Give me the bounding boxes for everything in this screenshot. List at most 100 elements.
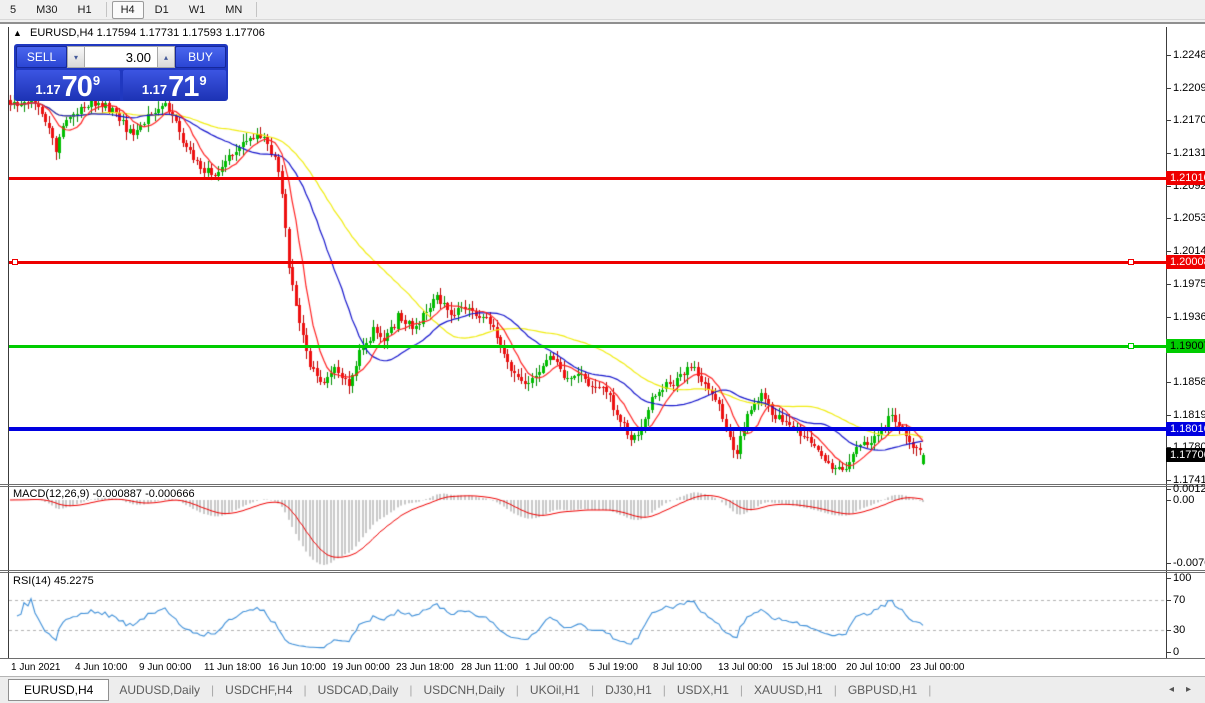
price-axis-tick (1166, 251, 1171, 252)
plot-left-border (8, 27, 9, 659)
rsi-pane-canvas[interactable] (9, 573, 1166, 658)
pane-separator[interactable] (0, 572, 1205, 573)
tab-separator: | (211, 683, 215, 697)
timeframe-button-H1[interactable]: H1 (77, 3, 92, 16)
chart-tab-USDX-H1[interactable]: USDX,H1 (676, 683, 729, 697)
price-axis-label: 1.21700 (1173, 114, 1205, 126)
price-axis-label: 1.22090 (1173, 82, 1205, 94)
macd-axis-tick (1166, 563, 1171, 564)
time-axis-label: 23 Jul 00:00 (910, 662, 965, 673)
macd-axis-label: 0.00 (1173, 494, 1195, 506)
tab-scroll-left-icon[interactable]: ◂ (1168, 684, 1174, 695)
price-axis-label: 1.20530 (1173, 212, 1205, 224)
price-tag-1.18016: 1.18016 (1166, 422, 1205, 436)
rsi-axis-tick (1166, 600, 1171, 601)
timeframe-button-MN[interactable]: MN (225, 3, 243, 16)
time-axis-label: 20 Jul 10:00 (846, 662, 901, 673)
chart-tab-EURUSD-H4[interactable]: EURUSD,H4 (8, 679, 110, 701)
buy-button[interactable]: BUY (175, 46, 226, 68)
tab-separator: | (303, 683, 307, 697)
chart-tab-USDCAD-Daily[interactable]: USDCAD,Daily (317, 683, 399, 697)
price-axis-label: 1.21310 (1173, 147, 1205, 159)
lot-spin-up-button[interactable]: ▴ (157, 46, 175, 68)
timeframe-button-M30[interactable]: M30 (36, 3, 58, 16)
tab-scroll-right-icon[interactable]: ▸ (1185, 684, 1191, 695)
chart-tab-bar: EURUSD,H4 AUDUSD,Daily | USDCHF,H4 | USDCAD,D… (0, 676, 1205, 703)
time-axis-label: 9 Jun 00:00 (139, 662, 192, 673)
time-axis-label: 23 Jun 18:00 (396, 662, 454, 673)
buy-price-prefix: 1.17 (141, 82, 168, 97)
macd-axis-tick (1166, 489, 1171, 490)
buy-quote-box[interactable]: 1.17 71 9 (122, 70, 226, 102)
time-axis-label: 11 Jun 18:00 (204, 662, 262, 673)
tab-separator: | (662, 683, 666, 697)
tab-separator: | (739, 683, 744, 697)
price-tag-1.17706: 1.17706 (1166, 448, 1205, 462)
price-axis-label: 1.19360 (1173, 311, 1205, 323)
price-axis-label: 1.20140 (1173, 245, 1205, 257)
time-axis[interactable]: 1 Jun 2021 4 Jun 10:00 9 Jun 00:00 11 Jun 1… (9, 660, 1166, 676)
time-axis-label: 4 Jun 10:00 (75, 662, 128, 673)
buy-price-pip: 9 (199, 73, 207, 88)
rsi-indicator-label: RSI(14) 45.2275 (13, 575, 94, 587)
tab-separator: | (409, 683, 413, 697)
price-tag-1.21010: 1.21010 (1166, 171, 1205, 185)
price-axis-tick (1166, 317, 1171, 318)
price-tag-1.20008: 1.20008 (1166, 255, 1205, 269)
plot-bottom-border (0, 658, 1205, 659)
chart-tab-AUDUSD-Daily[interactable]: AUDUSD,Daily (119, 683, 201, 697)
chart-tab-XAUUSD-H1[interactable]: XAUUSD,H1 (754, 683, 823, 697)
time-axis-label: 15 Jul 18:00 (782, 662, 837, 673)
timeframe-button-5[interactable]: 5 (10, 3, 17, 16)
toolbar-separator (105, 2, 107, 17)
lot-size-input[interactable] (85, 46, 157, 68)
price-axis-tick (1166, 55, 1171, 56)
horizontal-line-1.20008[interactable] (9, 261, 1166, 264)
pane-separator[interactable] (0, 486, 1205, 487)
price-axis-tick (1166, 218, 1171, 219)
chart-tab-UKOil-H1[interactable]: UKOil,H1 (529, 683, 580, 697)
pane-separator[interactable] (0, 570, 1205, 571)
hline-handle[interactable] (12, 259, 18, 265)
hline-handle[interactable] (1128, 259, 1134, 265)
price-axis-tick (1166, 88, 1171, 89)
rsi-axis-tick (1166, 630, 1171, 631)
time-axis-label: 16 Jun 10:00 (268, 662, 326, 673)
price-axis-tick (1166, 447, 1171, 448)
horizontal-line-1.18016[interactable] (9, 427, 1166, 431)
rsi-axis-label: 30 (1173, 624, 1186, 636)
one-click-trading-panel: SELL ▾ ▴ BUY 1.17 70 9 1.17 71 9 (14, 44, 228, 102)
pane-separator[interactable] (0, 484, 1205, 485)
timeframe-button-W1[interactable]: W1 (188, 3, 206, 16)
tab-separator: | (515, 683, 519, 697)
rsi-axis-tick (1166, 652, 1171, 653)
time-axis-label: 28 Jun 11:00 (461, 662, 519, 673)
price-tag-1.19007: 1.19007 (1166, 339, 1205, 353)
tab-separator: | (590, 683, 595, 697)
toolbar-separator (256, 2, 258, 17)
price-axis-tick (1166, 153, 1171, 154)
sell-button[interactable]: SELL (16, 46, 67, 68)
timeframe-button-H4[interactable]: H4 (111, 0, 144, 19)
horizontal-line-1.2101[interactable] (9, 177, 1166, 180)
macd-axis-label: -0.00707 (1173, 557, 1205, 569)
lot-spin-down-button[interactable]: ▾ (67, 46, 85, 68)
sell-quote-box[interactable]: 1.17 70 9 (16, 70, 120, 102)
chart-tab-DJ30-H1[interactable]: DJ30,H1 (605, 683, 652, 697)
macd-indicator-label: MACD(12,26,9) -0.000887 -0.000666 (13, 488, 195, 500)
timeframe-button-D1[interactable]: D1 (154, 3, 169, 16)
price-axis-label: 1.19750 (1173, 278, 1205, 290)
price-axis-label: 1.22480 (1173, 49, 1205, 61)
chart-tab-USDCNH-Daily[interactable]: USDCNH,Daily (423, 683, 505, 697)
window-top-border (0, 22, 1205, 24)
main-chart-canvas[interactable] (9, 27, 1166, 484)
macd-pane-canvas[interactable] (9, 487, 1166, 570)
time-axis-label: 1 Jun 2021 (11, 662, 61, 673)
horizontal-line-1.19007[interactable] (9, 345, 1166, 348)
chart-tab-GBPUSD-H1[interactable]: GBPUSD,H1 (847, 683, 918, 697)
sell-price-pip: 9 (92, 73, 101, 88)
hline-handle[interactable] (1128, 343, 1134, 349)
price-axis-tick (1166, 480, 1171, 481)
chart-tab-USDCHF-H4[interactable]: USDCHF,H4 (225, 683, 293, 697)
